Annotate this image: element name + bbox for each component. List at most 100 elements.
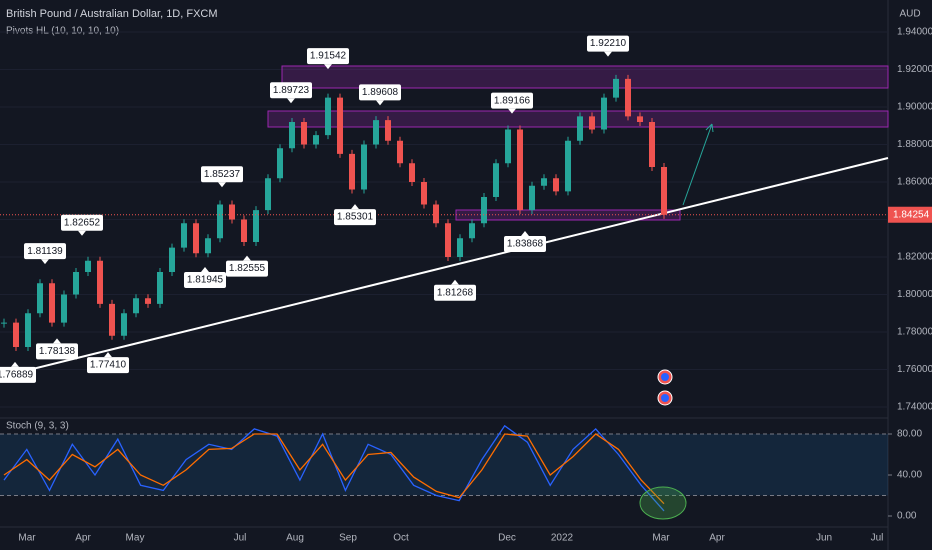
candle — [421, 182, 427, 205]
pivot-label: 1.81268 — [437, 287, 474, 298]
candle — [493, 163, 499, 197]
candle — [73, 272, 79, 295]
pivot-label: 1.82555 — [229, 263, 266, 274]
pivot-box — [434, 284, 476, 301]
candle — [169, 247, 175, 272]
y-tick-label: 1.94000 — [897, 27, 932, 38]
pivot-label: 1.85301 — [337, 212, 374, 223]
pivot-box — [504, 235, 546, 252]
pivot-pointer — [218, 182, 226, 188]
candle — [337, 97, 343, 154]
candle — [481, 197, 487, 224]
candle — [133, 298, 139, 314]
candle — [589, 116, 595, 130]
candle — [229, 204, 235, 220]
pivot-label: 1.85237 — [204, 169, 241, 180]
pivot-box — [24, 243, 66, 260]
pivot-label: 1.77410 — [90, 360, 127, 371]
trendline — [0, 157, 889, 378]
stoch-tick-label: 0.00 — [897, 511, 917, 522]
pivot-label: 1.92210 — [590, 38, 627, 49]
candle — [181, 223, 187, 248]
candle — [505, 129, 511, 164]
pivot-label: 1.89166 — [494, 95, 531, 106]
candle — [37, 283, 43, 314]
pivot-box — [201, 166, 243, 183]
pivot-pointer — [287, 98, 295, 104]
chart-title: British Pound / Australian Dollar, 1D, F… — [6, 8, 218, 20]
candle — [205, 238, 211, 254]
pivot-box — [359, 84, 401, 101]
pivot-pointer — [41, 259, 49, 265]
candle — [409, 163, 415, 182]
stoch-tick-label: 40.00 — [897, 470, 922, 481]
event-icon — [661, 373, 669, 381]
candle — [613, 78, 619, 98]
candle — [97, 260, 103, 304]
pivot-box — [36, 343, 78, 360]
x-tick-label: Mar — [652, 533, 670, 544]
candle — [577, 116, 583, 141]
candle — [241, 219, 247, 242]
pivot-box — [334, 209, 376, 226]
candle — [289, 122, 295, 149]
current-price-tag — [888, 206, 932, 223]
x-tick-label: Aug — [286, 533, 304, 544]
candle — [61, 294, 67, 323]
candle — [637, 116, 643, 122]
pivot-pointer — [324, 64, 332, 70]
candle — [349, 153, 355, 190]
pivot-box — [270, 82, 312, 99]
pivot-box — [184, 272, 226, 289]
currency-label: AUD — [899, 9, 920, 20]
pivot-label: 1.89723 — [273, 85, 310, 96]
candle — [49, 283, 55, 323]
candle — [397, 140, 403, 164]
candle — [553, 178, 559, 192]
x-tick-label: Apr — [75, 533, 91, 544]
pivot-pointer — [508, 108, 516, 114]
pivot-label: 1.81139 — [27, 246, 63, 257]
projection-arrow — [682, 123, 713, 206]
candle — [541, 178, 547, 186]
candle — [457, 238, 463, 257]
candle — [253, 210, 259, 242]
pivot-box — [61, 214, 103, 231]
y-tick-label: 1.78000 — [897, 327, 932, 338]
candle — [109, 303, 115, 336]
current-price-label: 1.84254 — [893, 209, 930, 220]
candle — [625, 78, 631, 117]
y-tick-label: 1.80000 — [897, 289, 932, 300]
pivot-box — [587, 35, 629, 52]
candle — [601, 97, 607, 130]
candle — [85, 260, 91, 272]
x-tick-label: Apr — [709, 533, 725, 544]
pivot-label: 1.91542 — [310, 51, 347, 62]
candle — [565, 140, 571, 192]
stoch-title: Stoch (9, 3, 3) — [6, 421, 69, 432]
pivot-pointer — [78, 230, 86, 236]
pivot-label: 1.89608 — [362, 87, 399, 98]
candle — [265, 178, 271, 211]
pivot-label: 1.83868 — [507, 239, 544, 250]
candle — [157, 272, 163, 304]
candle — [145, 298, 151, 304]
stoch-band — [0, 434, 888, 496]
x-tick-label: Mar — [18, 533, 36, 544]
y-tick-label: 1.90000 — [897, 102, 932, 113]
pivot-pointer — [11, 361, 19, 367]
event-icon — [661, 394, 669, 402]
y-tick-label: 1.92000 — [897, 64, 932, 75]
pivot-pointer — [521, 230, 529, 236]
x-tick-label: Oct — [393, 533, 409, 544]
pivot-label: 1.78138 — [39, 346, 76, 357]
candle — [25, 313, 31, 347]
x-tick-label: 2022 — [551, 533, 574, 544]
candle — [301, 122, 307, 145]
y-tick-label: 1.88000 — [897, 139, 932, 150]
pivot-label: 1.76889 — [0, 369, 34, 380]
pivot-pointer — [351, 204, 359, 210]
candle — [385, 120, 391, 141]
pivot-pointer — [201, 267, 209, 273]
